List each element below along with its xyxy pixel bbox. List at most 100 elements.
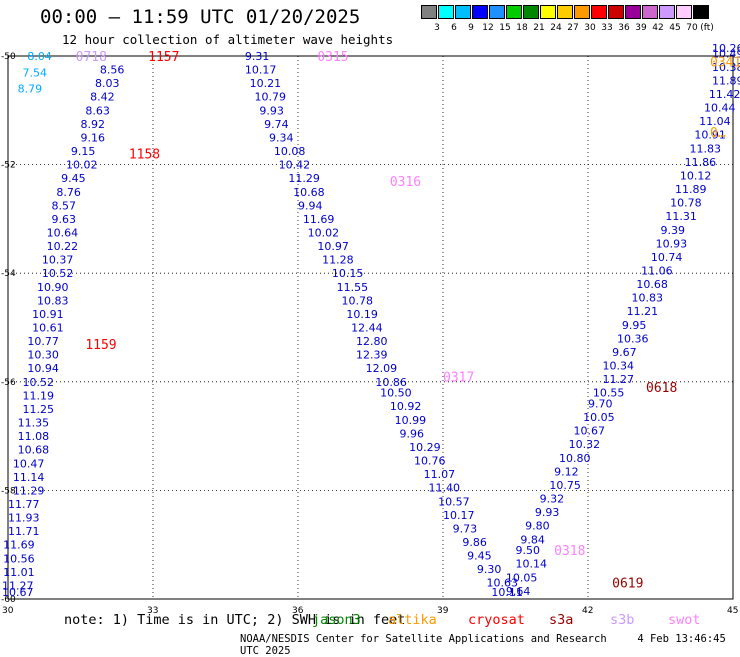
data-point-label: 11.27: [603, 373, 635, 386]
color-scale-label: 36: [618, 23, 630, 33]
data-point-label: 9.84: [520, 533, 545, 546]
x-tick-label: 33: [147, 606, 158, 616]
data-point-label: 10.36: [617, 332, 649, 345]
y-tick-label: -52: [1, 161, 16, 171]
data-point-label: 8.76: [56, 186, 80, 199]
data-point-label: 10.47: [13, 457, 45, 470]
data-point-label: 10.50: [380, 387, 412, 400]
color-swatch: [659, 5, 675, 19]
data-point-label: 10.42: [279, 159, 311, 172]
data-point-label: 11.71: [8, 525, 40, 538]
data-point-label: 8.56: [100, 64, 125, 77]
data-point-label: 10.99: [395, 414, 427, 427]
color-scale-label: 45: [669, 23, 681, 33]
color-scale-label: 6: [451, 23, 457, 33]
data-point-label: 9.93: [535, 506, 560, 519]
data-point-label: 10.91: [694, 129, 726, 142]
data-point-label: 9.70: [588, 398, 613, 411]
data-point-label: 10.14: [516, 558, 548, 571]
data-point-label: 11.06: [641, 264, 673, 277]
data-point-label: 10.78: [342, 294, 374, 307]
data-point-label: 8.63: [85, 104, 110, 117]
chart-title: 00:00 – 11:59 UTC 01/20/2025: [40, 6, 361, 28]
color-scale-label: 27: [567, 23, 579, 33]
color-swatch: [438, 5, 454, 19]
legend-item-jason3: jason3: [312, 612, 361, 628]
time-label: 0318: [554, 544, 585, 559]
data-point-label: 11.29: [13, 484, 45, 497]
x-tick-label: 39: [437, 606, 449, 616]
y-tick-label: -60: [1, 595, 16, 605]
data-point-label: 10.56: [3, 552, 35, 565]
data-point-label: 10.52: [42, 267, 73, 280]
color-scale-label: 18: [516, 23, 528, 33]
data-point-label: 12.09: [366, 362, 398, 375]
data-point-label: 10.34: [603, 360, 635, 373]
data-point-label: 9.67: [612, 346, 637, 359]
data-point-label: 8.42: [90, 91, 115, 104]
data-point-label: 11.21: [627, 305, 659, 318]
data-point-label: 9.63: [52, 213, 77, 226]
color-scale-label: 30: [584, 23, 596, 33]
data-point-label: 9.32: [540, 493, 565, 506]
data-point-label: 9.30: [477, 563, 502, 576]
data-point-label: 10.15: [332, 267, 364, 280]
color-scale-label: 15: [499, 23, 511, 33]
data-point-label: 10.92: [390, 400, 422, 413]
time-label: 0317: [443, 370, 474, 385]
legend-item-s3a: s3a: [549, 612, 574, 628]
data-point-label: 10.91: [32, 308, 64, 321]
data-point-label: 9.73: [453, 522, 478, 535]
color-scale-unit: (ft): [700, 23, 714, 33]
data-point-label: 10.11: [491, 586, 523, 599]
data-point-label: 9.80: [525, 520, 550, 533]
data-point-label: 10.05: [583, 411, 615, 424]
color-swatch: [472, 5, 488, 19]
data-point-label: 10.94: [27, 362, 59, 375]
color-swatch: [608, 5, 624, 19]
data-point-label: 10.44: [704, 102, 736, 115]
data-point-label: 10.75: [549, 479, 581, 492]
data-point-label: 11.69: [303, 213, 335, 226]
data-point-label: 10.17: [443, 509, 475, 522]
data-point-label: 9.93: [259, 104, 284, 117]
data-point-label: 9.12: [554, 465, 579, 478]
data-point-label: 11.42: [709, 88, 740, 101]
data-point-label: 11.69: [3, 539, 35, 552]
data-point-label: 10.90: [37, 281, 69, 294]
time-label: 0718: [76, 50, 107, 65]
data-point-label: 10.93: [656, 237, 688, 250]
time-label: 0341: [710, 55, 740, 70]
y-tick-label: -56: [1, 378, 16, 388]
data-point-label: 11.28: [322, 254, 354, 267]
time-label: 0619: [612, 577, 643, 592]
y-tick-label: -50: [1, 52, 16, 62]
legend-item-altika: altika: [388, 612, 437, 628]
time-label: 0316: [390, 175, 421, 190]
footer: NOAA/NESDIS Center for Satellite Applica…: [240, 633, 740, 657]
data-point-label: 11.86: [685, 156, 717, 169]
data-point-label: 9.15: [71, 145, 96, 158]
note-text: note: 1) Time is in UTC; 2) SWH is in fe…: [64, 612, 406, 628]
data-point-label: 11.25: [23, 403, 55, 416]
color-swatch: [523, 5, 539, 19]
data-point-label: 9.39: [661, 224, 686, 237]
data-point-label: 8.03: [95, 77, 120, 90]
data-point-label: 10.52: [23, 376, 55, 389]
color-swatch: [489, 5, 505, 19]
data-point-label: 11.08: [18, 430, 49, 443]
time-label: 1158: [129, 148, 160, 163]
color-scale-label: 42: [652, 23, 664, 33]
data-point-label: 10.83: [632, 292, 664, 305]
color-swatch: [642, 5, 658, 19]
data-point-label: 10.17: [245, 64, 276, 77]
time-label: 0315: [317, 50, 348, 65]
color-scale-label: 12: [482, 23, 494, 33]
data-point-label: 10.12: [680, 169, 712, 182]
data-point-label: 10.67: [2, 586, 34, 599]
data-point-label: 10.86: [375, 376, 407, 389]
x-tick-label: 45: [727, 606, 738, 616]
time-label: 1159: [85, 338, 116, 353]
data-point-label: 11.01: [3, 566, 35, 579]
